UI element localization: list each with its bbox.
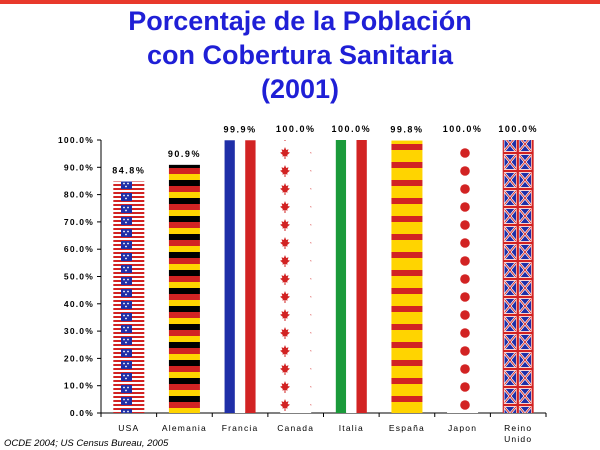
- plot-area: 0.0% 10.0% 20.0% 30.0% 40.0% 50.0% 60.0% 70.0% 8…: [58, 124, 547, 444]
- bar-italia-stripe: [346, 140, 357, 413]
- bar-francia-stripe: [234, 140, 246, 413]
- bar-reino-unido: [502, 140, 534, 413]
- title-line-2: con Cobertura Sanitaria: [146, 40, 454, 70]
- y-tick-label: 30.0%: [64, 326, 94, 336]
- y-tick-label: 80.0%: [64, 190, 94, 200]
- x-tick-label: España: [389, 423, 425, 433]
- x-tick-label: Alemania: [162, 423, 207, 433]
- y-tick-label: 70.0%: [64, 217, 94, 227]
- y-tick-label: 90.0%: [64, 162, 94, 172]
- bar-italia: [335, 140, 367, 413]
- bar-españa: [391, 140, 423, 413]
- data-label: 99.8%: [390, 125, 423, 135]
- x-tick-label: Canada: [277, 423, 314, 433]
- y-tick-label: 100.0%: [58, 135, 94, 145]
- title-line-3: (2001): [260, 74, 340, 104]
- y-tick-label: 20.0%: [64, 353, 94, 363]
- data-label: 90.9%: [168, 149, 201, 159]
- bar-francia-stripe: [245, 140, 256, 413]
- data-label: 84.8%: [112, 165, 145, 175]
- data-label: 100.0%: [332, 124, 372, 134]
- x-tick-label: Unido: [504, 434, 532, 444]
- bar-italia-stripe: [356, 140, 367, 413]
- x-tick-label: Italia: [339, 423, 364, 433]
- data-label: 100.0%: [498, 124, 538, 134]
- bar-usa: [113, 181, 145, 413]
- title-line-1: Porcentaje de la Población: [128, 6, 472, 36]
- bar-japon: [447, 140, 479, 413]
- x-tick-label: Francia: [222, 423, 259, 433]
- source-note: OCDE 2004; US Census Bureau, 2005: [4, 438, 169, 449]
- x-tick-label: USA: [118, 423, 139, 433]
- data-label: 99.9%: [224, 124, 257, 134]
- bar-italia-stripe: [335, 140, 347, 413]
- bar-canada: [280, 140, 312, 413]
- data-label: 100.0%: [276, 124, 316, 134]
- y-tick-label: 0.0%: [70, 408, 94, 418]
- x-tick-label: Japon: [448, 423, 477, 433]
- y-tick-label: 50.0%: [64, 272, 94, 282]
- bar-francia: [224, 140, 256, 413]
- y-tick-label: 40.0%: [64, 299, 94, 309]
- x-tick-label: Reino: [504, 423, 532, 433]
- y-tick-label: 10.0%: [64, 381, 94, 391]
- y-tick-label: 60.0%: [64, 244, 94, 254]
- top-accent-line: [0, 0, 600, 4]
- bar-alemania: [168, 164, 200, 413]
- chart-title: Porcentaje de la Población con Cobertura…: [0, 4, 600, 106]
- bar-francia-stripe: [224, 140, 235, 413]
- data-label: 100.0%: [443, 124, 483, 134]
